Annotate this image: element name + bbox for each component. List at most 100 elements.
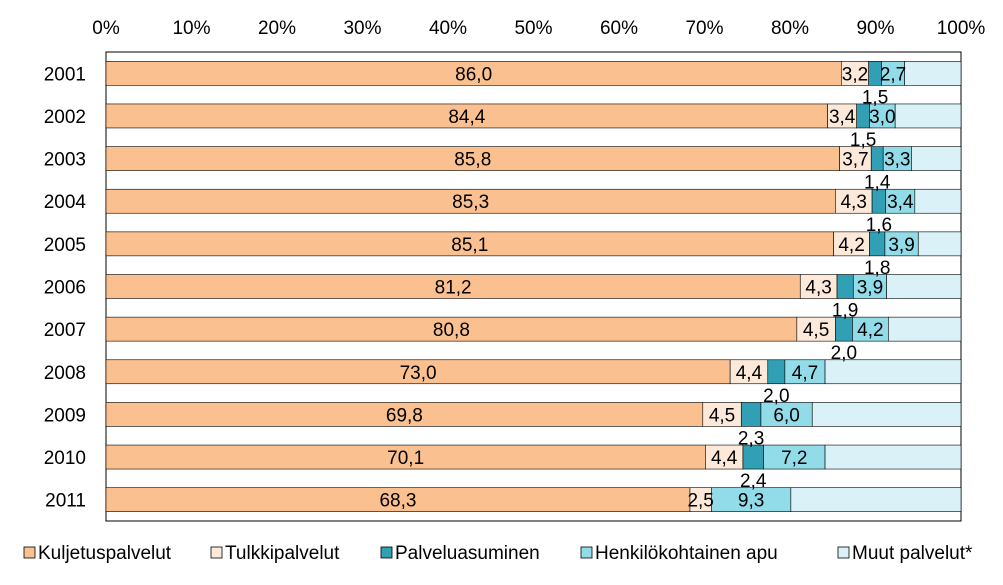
data-label: 1,6 [866,215,892,236]
data-label: 2,0 [763,386,789,407]
legend-swatch [580,546,593,559]
x-tick-label: 90% [856,18,894,39]
data-label: 85,8 [454,150,491,171]
x-tick-label: 10% [172,18,210,39]
data-label: 4,4 [736,363,763,384]
category-label: 2006 [44,278,86,299]
data-label: 2,5 [687,491,713,512]
bar-segment [888,316,962,342]
plot-area [105,51,962,522]
legend-swatch [23,546,36,559]
legend-swatch [210,546,223,559]
data-label: 85,1 [451,235,488,256]
bar-segment [711,487,792,512]
x-tick-label: 70% [685,18,723,39]
bar-segment [705,444,744,470]
bar-segment [105,402,704,427]
data-label: 73,0 [400,363,437,384]
data-label: 3,9 [888,235,914,256]
data-label: 4,3 [805,278,831,299]
bar-segment [105,103,828,129]
legend-label: Tulkkipalvelut [225,543,340,564]
bar-segment [105,316,798,342]
category-label: 2010 [44,448,86,469]
bar-segment [827,103,857,129]
data-label: 4,2 [838,235,864,256]
y-axis-labels: 2001 2002 2003 2004 2005 2006 2007 2008 2009 2010… [44,64,87,511]
data-label: 3,9 [857,278,883,299]
x-tick-label: 100% [937,18,986,39]
data-label: 7,2 [781,448,807,469]
data-label: 81,2 [435,278,472,299]
bar-segment [882,146,912,171]
data-label: 3,4 [829,107,856,128]
category-label: 2003 [44,150,86,171]
bar-segment [852,274,887,299]
bar-segment [811,402,962,427]
legend-label: Henkilökohtainen apu [595,543,778,564]
data-label: 1,4 [864,173,891,194]
bar-segment [917,231,962,257]
bar-segment [105,274,801,299]
legend-label: Muut palvelut* [852,543,973,564]
category-label: 2004 [44,192,87,213]
bar-segment [840,61,869,86]
data-label: 4,2 [857,320,883,341]
bar-segment [760,402,813,427]
data-label: 3,2 [842,64,868,85]
x-tick-label: 30% [343,18,381,39]
bar-segment [833,231,870,257]
data-label: 85,3 [452,192,489,213]
data-label: 3,7 [842,150,868,171]
category-label: 2001 [44,64,86,85]
bar-segment [740,402,762,427]
x-tick-label: 40% [429,18,467,39]
bar-segment [886,274,962,299]
data-label: 1,9 [832,301,858,322]
bar-segment [799,274,838,299]
bar-segment [911,146,962,171]
bar-segment [105,61,842,86]
data-label: 86,0 [455,64,492,85]
data-label: 4,5 [709,405,735,426]
category-label: 2007 [44,320,86,341]
legend-label: Kuljetuspalvelut [38,543,172,564]
x-tick-label: 60% [600,18,638,39]
x-tick-label: 20% [258,18,296,39]
legend-swatch [837,546,850,559]
x-tick-label: 50% [514,18,552,39]
bar-segment [784,359,826,385]
bar-segment [105,444,706,470]
data-label: 1,5 [850,130,876,151]
data-labels: 86,0 3,21,52,784,4 3,41,53,085,8 3,71,43,38… [379,64,914,511]
data-label: 2,0 [831,343,857,364]
data-label: 3,4 [887,192,914,213]
legend: Kuljetuspalvelut Tulkkipalvelut Palveluasu… [23,543,973,564]
bar-segment [869,103,896,129]
bar-segment [835,188,873,214]
bar-segment [836,274,854,299]
data-label: 2,3 [738,428,764,449]
bar-segment [885,188,916,214]
bar-segment [105,487,691,512]
legend-swatch [380,546,393,559]
data-label: 3,3 [884,150,910,171]
bar-segment [852,316,889,342]
bar-segment [904,61,962,86]
bar-segment [729,359,769,385]
bar-segment [894,103,962,129]
bar-segment [105,359,731,385]
bar-segment [105,146,840,171]
category-label: 2002 [44,107,86,128]
data-label: 80,8 [433,320,470,341]
bar-segment [824,359,962,385]
data-label: 69,8 [386,405,423,426]
x-tick-label: 80% [771,18,809,39]
data-label: 1,8 [864,258,890,279]
data-label: 4,3 [840,192,866,213]
data-label: 68,3 [379,491,416,512]
x-axis-ticks: 0% 10% 20% 30% 40% 50% 60% 70% 80% 90% 100% [92,18,985,39]
x-tick-label: 0% [92,18,120,39]
category-label: 2009 [44,405,86,426]
